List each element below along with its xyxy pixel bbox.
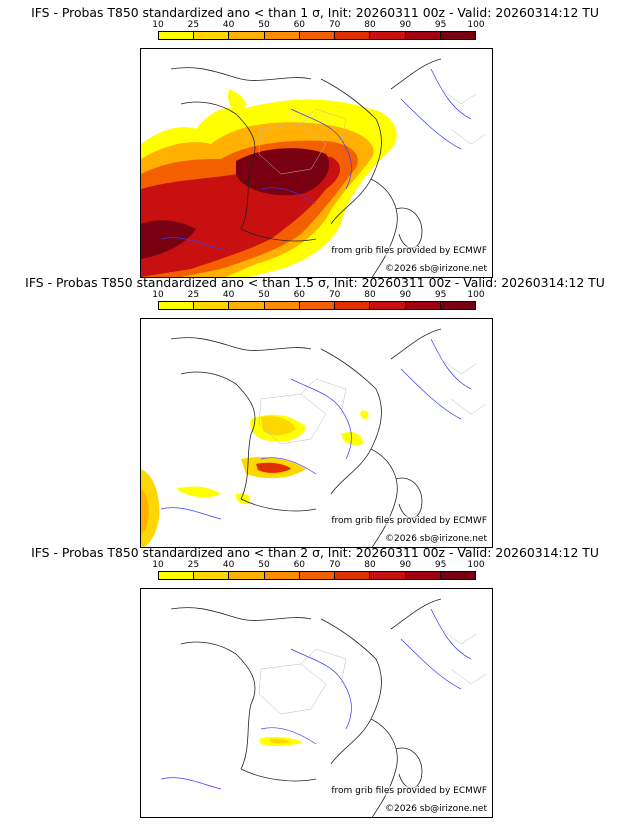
legend-tick: 95: [434, 20, 447, 30]
legend-swatch: [194, 32, 230, 39]
legend-tick: 10: [152, 290, 164, 300]
legend-swatch: [335, 572, 371, 579]
legend-tick: 70: [328, 560, 341, 570]
copyright-notice: ©2026 sb@irizone.net: [385, 264, 487, 274]
legend-tick: 60: [293, 20, 306, 30]
legend-swatch: [335, 302, 371, 309]
legend-swatch: [264, 32, 300, 39]
legend-tick: 50: [258, 560, 270, 570]
panel-title: IFS - Probas T850 standardized ano < tha…: [31, 545, 599, 560]
legend-tick-labels: 10 25 40 50 60 70 80 90 95 100: [152, 20, 484, 31]
color-legend: 10 25 40 50 60 70 80 90 95 100: [152, 20, 485, 44]
legend-swatch: [194, 302, 230, 309]
panel-title: IFS - Probas T850 standardized ano < tha…: [25, 275, 605, 290]
data-source-credit: from grib files provided by ECMWF: [331, 786, 487, 796]
color-legend: 10 25 40 50 60 70 80 90 95 100: [152, 290, 485, 314]
probability-map: from grib files provided by ECMWF ©2026 …: [140, 588, 493, 818]
legend-tick: 60: [293, 560, 306, 570]
legend-tick: 80: [364, 20, 376, 30]
legend-tick: 50: [258, 20, 270, 30]
legend-swatch: [159, 32, 195, 39]
legend-swatch: [299, 572, 336, 579]
country-borders: [170, 328, 442, 547]
region-borders: [258, 88, 487, 175]
legend-swatch: [299, 302, 336, 309]
legend-tick: 95: [434, 560, 447, 570]
legend-swatch: [229, 32, 265, 39]
legend-swatch: [440, 32, 475, 39]
country-borders: [170, 58, 442, 277]
data-source-credit: from grib files provided by ECMWF: [331, 516, 487, 526]
legend-tick: 40: [222, 20, 235, 30]
legend-color-bar: [158, 301, 476, 310]
legend-swatch: [440, 302, 475, 309]
legend-swatch: [159, 302, 195, 309]
legend-swatch: [405, 302, 441, 309]
panel-1-sigma: IFS - Probas T850 standardized ano < tha…: [0, 0, 630, 278]
copyright-notice: ©2026 sb@irizone.net: [385, 534, 487, 544]
region-borders: [258, 628, 487, 715]
legend-tick: 25: [187, 560, 200, 570]
rivers: [160, 608, 472, 790]
legend-tick-labels: 10 25 40 50 60 70 80 90 95 100: [152, 290, 484, 301]
legend-tick: 70: [328, 290, 341, 300]
map-canvas: [141, 328, 487, 547]
map-canvas: [160, 598, 487, 817]
map-canvas: [141, 58, 487, 277]
panel-title: IFS - Probas T850 standardized ano < tha…: [31, 5, 599, 20]
legend-swatch: [194, 572, 230, 579]
legend-tick: 100: [467, 560, 485, 570]
legend-swatch: [370, 302, 406, 309]
legend-tick: 10: [152, 560, 164, 570]
legend-swatch: [264, 302, 300, 309]
panel-2-sigma: IFS - Probas T850 standardized ano < tha…: [0, 540, 630, 818]
legend-tick: 40: [222, 560, 235, 570]
rivers: [160, 68, 472, 250]
legend-color-bar: [158, 571, 476, 580]
copyright-notice: ©2026 sb@irizone.net: [385, 804, 487, 814]
legend-swatch: [299, 32, 336, 39]
data-source-credit: from grib files provided by ECMWF: [331, 246, 487, 256]
legend-tick: 95: [434, 290, 447, 300]
legend-tick: 60: [293, 290, 306, 300]
legend-tick: 100: [467, 290, 485, 300]
legend-swatch: [229, 302, 265, 309]
legend-tick: 80: [364, 560, 376, 570]
legend-swatch: [405, 572, 441, 579]
probability-field: [259, 736, 303, 747]
legend-tick-labels: 10 25 40 50 60 70 80 90 95 100: [152, 560, 484, 571]
probability-field: [141, 410, 369, 547]
country-borders: [170, 598, 442, 817]
legend-swatch: [159, 572, 195, 579]
probability-map: from grib files provided by ECMWF ©2026 …: [140, 318, 493, 548]
legend-swatch: [229, 572, 265, 579]
color-legend: 10 25 40 50 60 70 80 90 95 100: [152, 560, 485, 584]
panel-1-5-sigma: IFS - Probas T850 standardized ano < tha…: [0, 270, 630, 548]
legend-tick: 100: [467, 20, 485, 30]
legend-tick: 40: [222, 290, 235, 300]
legend-swatch: [440, 572, 475, 579]
legend-swatch: [405, 32, 441, 39]
legend-swatch: [335, 32, 371, 39]
legend-tick: 10: [152, 20, 164, 30]
legend-color-bar: [158, 31, 476, 40]
legend-swatch: [264, 572, 300, 579]
legend-swatch: [370, 572, 406, 579]
legend-tick: 80: [364, 290, 376, 300]
probability-field: [141, 89, 397, 277]
probability-map: from grib files provided by ECMWF ©2026 …: [140, 48, 493, 278]
legend-tick: 25: [187, 290, 200, 300]
legend-tick: 90: [399, 290, 412, 300]
legend-tick: 25: [187, 20, 200, 30]
legend-tick: 50: [258, 290, 270, 300]
legend-swatch: [370, 32, 406, 39]
legend-tick: 70: [328, 20, 341, 30]
legend-tick: 90: [399, 20, 412, 30]
legend-tick: 90: [399, 560, 412, 570]
region-borders: [258, 358, 487, 445]
